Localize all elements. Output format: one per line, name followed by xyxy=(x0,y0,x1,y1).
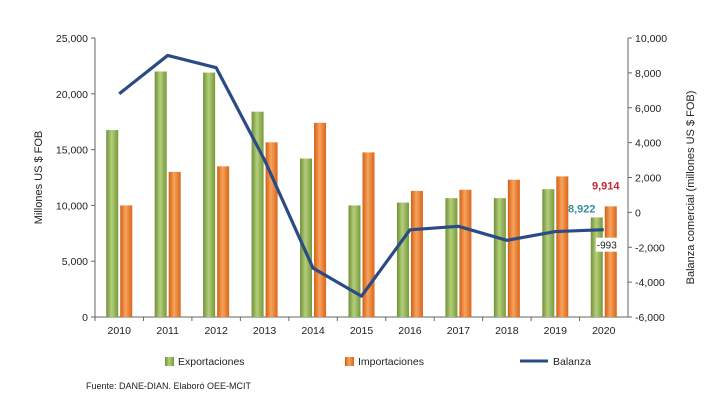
x-tick-label: 2019 xyxy=(544,325,568,337)
importaciones-bar xyxy=(314,122,327,317)
exportaciones-bar xyxy=(590,217,603,317)
exportaciones-bar xyxy=(445,198,458,317)
legend-balanza-text: Balanza xyxy=(553,356,591,368)
x-tick-label: 2020 xyxy=(592,325,616,337)
exportaciones-2020-label: 8,922 xyxy=(568,203,596,215)
x-tick-label: 2018 xyxy=(495,325,519,337)
y-axis-left-title: Millones US $ FOB xyxy=(33,131,45,225)
y-left-tick-label: 25,000 xyxy=(56,33,88,45)
y-right-tick-label: 8,000 xyxy=(635,68,661,80)
x-tick-label: 2015 xyxy=(350,325,374,337)
x-tick-label: 2012 xyxy=(204,325,228,337)
exportaciones-bar xyxy=(203,72,216,317)
x-tick-label: 2011 xyxy=(156,325,179,337)
legend-importaciones-swatch xyxy=(345,357,354,366)
exportaciones-bar xyxy=(300,158,313,317)
importaciones-bar xyxy=(362,152,375,317)
importaciones-bar xyxy=(556,176,569,317)
x-tick-label: 2016 xyxy=(398,325,422,337)
exportaciones-bar xyxy=(154,71,167,317)
exportaciones-bar xyxy=(542,189,555,317)
y-right-tick-label: -4,000 xyxy=(635,277,665,289)
balanza-2020-label-box xyxy=(595,237,618,252)
legend-exportaciones-swatch xyxy=(165,357,174,366)
y-right-tick-label: 4,000 xyxy=(635,138,661,150)
y-right-tick-label: -6,000 xyxy=(635,312,665,324)
y-right-tick-label: -2,000 xyxy=(635,242,665,254)
x-tick-label: 2014 xyxy=(301,325,325,337)
legend-exportaciones-text: Exportaciones xyxy=(178,356,245,368)
importaciones-bar xyxy=(217,166,230,317)
legend-balanza: Balanza xyxy=(520,356,591,368)
x-tick-label: 2013 xyxy=(253,325,277,337)
source-note: Fuente: DANE-DIAN. Elaboró OEE-MCIT xyxy=(86,381,252,391)
legend: Exportaciones Importaciones Balanza xyxy=(165,356,591,368)
importaciones-2020-label: 9,914 xyxy=(592,180,620,192)
x-tick-label: 2010 xyxy=(108,325,132,337)
legend-exportaciones: Exportaciones xyxy=(165,356,245,368)
y-right-tick-label: 6,000 xyxy=(635,103,661,115)
balanza-line xyxy=(118,53,604,298)
balanza-line-group xyxy=(118,53,604,298)
exportaciones-bar xyxy=(493,198,506,317)
importaciones-bar xyxy=(168,171,181,317)
labels: 9,914 8,922 -993 xyxy=(568,180,620,252)
y-left-tick-label: 10,000 xyxy=(56,200,88,212)
y-left-tick-label: 0 xyxy=(82,312,88,324)
legend-importaciones: Importaciones xyxy=(345,356,424,368)
exportaciones-bar xyxy=(348,205,361,317)
importaciones-bar xyxy=(410,190,423,317)
x-tick-label: 2017 xyxy=(447,325,471,337)
bars xyxy=(106,71,617,317)
y-right-tick-label: 0 xyxy=(635,207,641,219)
importaciones-bar xyxy=(459,189,472,317)
y-left-tick-label: 20,000 xyxy=(56,89,88,101)
exportaciones-bar xyxy=(251,111,264,317)
exportaciones-bar xyxy=(396,202,409,317)
y-axis-right-title: Balanza comercial (millones US $ FOB) xyxy=(685,91,697,285)
y-left-tick-label: 5,000 xyxy=(62,256,88,268)
y-left-tick-label: 15,000 xyxy=(56,145,88,157)
y-right-tick-label: 10,000 xyxy=(635,33,667,45)
importaciones-bar xyxy=(507,179,520,317)
legend-importaciones-text: Importaciones xyxy=(358,356,424,368)
exportaciones-bar xyxy=(106,130,119,317)
axes: 25,000 20,000 15,000 10,000 5,000 0 10,000 8,00… xyxy=(33,33,697,337)
y-right-tick-label: 2,000 xyxy=(635,173,661,185)
importaciones-bar xyxy=(120,205,133,317)
importaciones-bar xyxy=(604,206,617,317)
balanza-2020-label: -993 xyxy=(597,241,617,252)
